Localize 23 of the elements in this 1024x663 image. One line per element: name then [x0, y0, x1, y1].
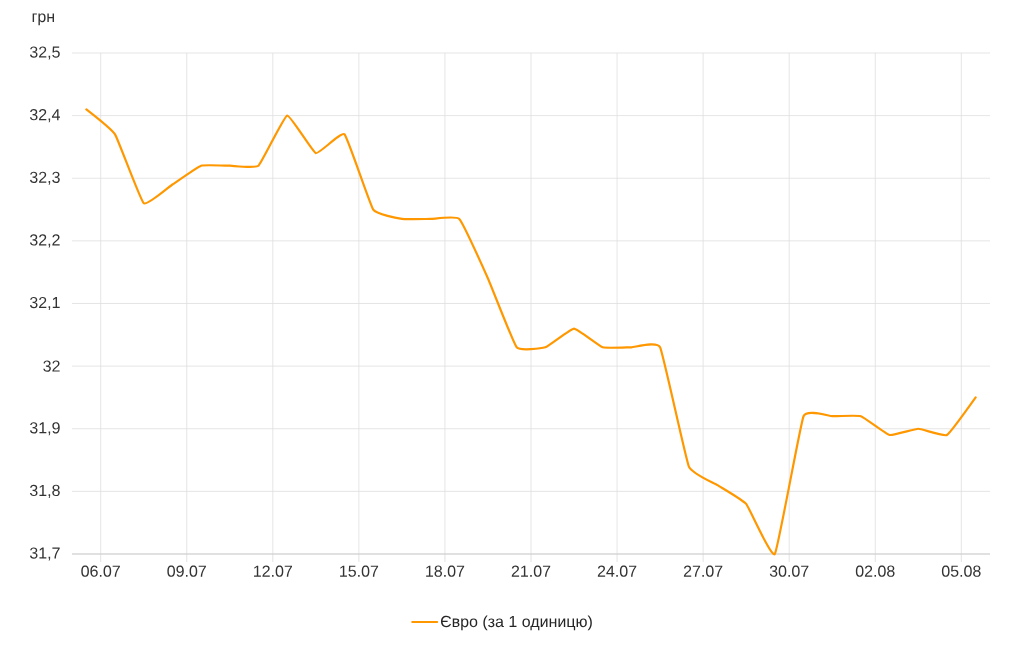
- x-tick-label: 21.07: [511, 565, 551, 577]
- x-tick-label: 06.07: [81, 565, 120, 577]
- y-tick-label: 32,3: [29, 171, 60, 185]
- legend-label: Євро (за 1 одиницю): [440, 615, 592, 631]
- y-tick-label: 31,7: [29, 547, 60, 561]
- y-tick-label: 32,2: [29, 234, 60, 248]
- x-tick-label: 12.07: [254, 565, 293, 577]
- y-axis-title: грн: [32, 13, 55, 26]
- x-tick-label: 18.07: [426, 565, 465, 577]
- x-tick-label: 09.07: [167, 565, 206, 577]
- x-tick-label: 30.07: [769, 565, 809, 577]
- x-tick-label: 24.07: [597, 565, 637, 577]
- x-tick-label: 05.08: [941, 565, 981, 577]
- y-tick-label: 32,5: [29, 46, 60, 60]
- y-tick-label: 32: [43, 360, 60, 372]
- y-tick-label: 32,1: [29, 296, 60, 311]
- y-tick-label: 31,8: [29, 484, 60, 498]
- y-tick-label: 31,9: [29, 422, 60, 436]
- x-tick-label: 15.07: [340, 565, 379, 577]
- x-tick-label: 02.08: [855, 565, 895, 577]
- line-series: [85, 108, 977, 556]
- x-tick-label: 27.07: [683, 565, 723, 577]
- y-tick-label: 32,4: [29, 109, 60, 123]
